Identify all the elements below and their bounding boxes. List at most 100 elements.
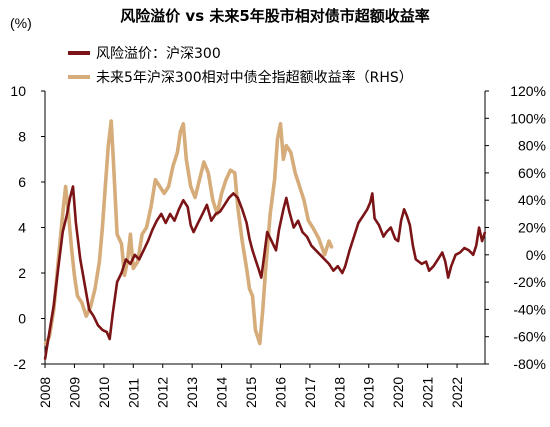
y-right-tick-label: 120%	[510, 83, 546, 99]
data-point	[219, 210, 221, 213]
data-point	[323, 258, 326, 261]
data-point	[323, 254, 326, 256]
series-excess-return	[43, 119, 334, 346]
data-point	[192, 231, 195, 233]
data-point	[254, 258, 257, 261]
data-point	[245, 267, 248, 270]
data-point	[468, 249, 470, 252]
y-axis-left-ticks: -2 0 2 4 6 8 10	[10, 83, 45, 372]
y-right-tick-label: 0%	[526, 247, 546, 263]
data-point	[369, 201, 372, 204]
data-point	[312, 226, 314, 229]
data-point	[53, 304, 55, 306]
data-point	[344, 265, 347, 268]
data-point	[203, 161, 205, 163]
data-point	[101, 226, 104, 229]
data-point	[241, 240, 243, 242]
data-point	[129, 263, 132, 265]
data-point	[454, 254, 457, 256]
legend-label-excess-return: 未来5年沪深300相对中债全指超额收益率（RHS）	[96, 69, 413, 86]
x-tick-label: 2015	[243, 377, 259, 408]
data-point	[173, 219, 176, 222]
data-point	[278, 229, 280, 231]
data-point	[285, 144, 288, 147]
data-point	[463, 247, 466, 249]
y-left-tick-label: 10	[10, 83, 26, 99]
data-point	[220, 192, 223, 195]
data-point	[298, 185, 301, 188]
data-point	[397, 240, 400, 242]
legend: 风险溢价：沪深300 未来5年沪深300相对中债全指超额收益率（RHS）	[68, 46, 413, 86]
data-point	[319, 254, 322, 256]
x-tick-label: 2011	[125, 378, 141, 408]
data-point	[260, 276, 263, 279]
data-point	[92, 315, 95, 318]
x-tick-label: 2010	[96, 377, 112, 408]
data-point	[132, 267, 135, 270]
data-point	[85, 315, 87, 318]
data-point	[301, 231, 304, 233]
data-point	[179, 131, 182, 133]
data-point	[315, 249, 317, 252]
data-point	[210, 219, 213, 222]
data-point	[110, 120, 112, 122]
x-tick-label: 2021	[420, 377, 436, 408]
y-axis-right-ticks: -80% -60% -40% -20% 0% 20% 40% 60% 80% 100% 120%	[485, 83, 546, 372]
data-point	[145, 226, 148, 229]
data-point	[61, 213, 64, 215]
data-point	[48, 331, 51, 333]
data-point	[378, 224, 380, 226]
y-right-tick-label: 100%	[510, 110, 546, 126]
x-tick-label: 2019	[361, 377, 377, 408]
y-left-tick-label: -2	[14, 356, 27, 372]
data-point	[97, 324, 99, 327]
data-point	[120, 243, 123, 245]
data-point	[282, 158, 285, 161]
data-point	[428, 269, 430, 272]
data-point	[447, 276, 450, 279]
data-point	[484, 231, 486, 233]
data-point	[164, 222, 167, 224]
data-point	[185, 158, 188, 161]
data-point	[83, 283, 86, 286]
data-point	[450, 265, 453, 268]
x-tick-label: 2018	[331, 377, 347, 408]
data-point	[120, 272, 123, 274]
data-point	[353, 235, 355, 238]
data-point	[75, 222, 77, 224]
y-right-tick-label: 60%	[518, 165, 546, 181]
data-point	[156, 219, 158, 222]
data-point	[251, 295, 254, 297]
data-point	[331, 247, 333, 249]
data-point	[270, 240, 273, 242]
data-point	[207, 172, 210, 174]
data-point	[394, 238, 397, 240]
data-point	[206, 204, 208, 206]
data-point	[225, 178, 227, 181]
data-point	[189, 224, 192, 226]
data-point	[107, 144, 110, 147]
data-point	[357, 222, 360, 224]
data-point	[294, 172, 297, 174]
data-point	[481, 240, 483, 242]
x-tick-label: 2013	[184, 377, 200, 408]
data-point	[229, 169, 232, 171]
data-point	[142, 249, 145, 252]
data-point	[228, 197, 230, 199]
data-point	[307, 219, 310, 222]
data-point	[382, 235, 385, 238]
data-point	[81, 301, 83, 304]
data-point	[348, 249, 351, 252]
data-point	[214, 213, 217, 215]
data-point	[425, 260, 427, 263]
data-point	[197, 222, 199, 224]
data-point	[138, 258, 140, 261]
data-point	[371, 192, 374, 195]
data-point	[269, 213, 272, 215]
data-point	[194, 196, 196, 199]
data-point	[136, 260, 139, 263]
data-point	[385, 231, 388, 233]
data-point	[147, 240, 149, 242]
excess-return-line	[43, 119, 334, 346]
data-point	[341, 272, 344, 274]
